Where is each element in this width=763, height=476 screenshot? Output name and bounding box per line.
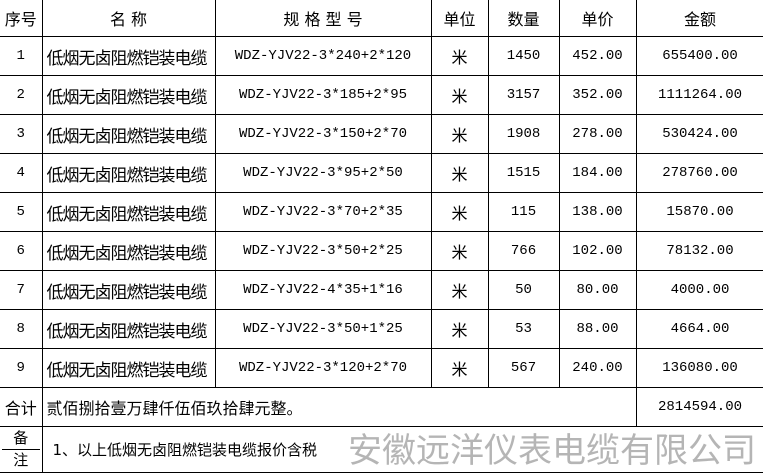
cell-name: 低烟无卤阻燃铠装电缆 [41,36,216,76]
cell-qty: 1515 [487,153,560,193]
cell-no: 8 [0,309,43,349]
cell-name: 低烟无卤阻燃铠装电缆 [41,114,216,154]
header-name: 名 称 [41,0,216,37]
cell-name: 低烟无卤阻燃铠装电缆 [41,153,216,193]
remark-row: 备注 1、以上低烟无卤阻燃铠装电缆报价含税 [0,426,763,473]
cell-spec: WDZ-YJV22-3*70+2*35 [214,192,432,232]
remark-label: 备注 [0,426,43,473]
cell-unit: 米 [430,348,489,388]
header-spec: 规 格 型 号 [214,0,432,37]
cell-name: 低烟无卤阻燃铠装电缆 [41,192,216,232]
table-row: 2 低烟无卤阻燃铠装电缆 WDZ-YJV22-3*185+2*95 米 3157 352.… [0,75,763,115]
header-unit: 单位 [430,0,489,37]
cell-amount: 530424.00 [635,114,763,154]
cell-amount: 4000.00 [635,270,763,310]
cell-unit: 米 [430,192,489,232]
cell-name: 低烟无卤阻燃铠装电缆 [41,231,216,271]
cell-unit: 米 [430,75,489,115]
total-amount: 2814594.00 [635,387,763,427]
cell-qty: 1908 [487,114,560,154]
table-row: 9 低烟无卤阻燃铠装电缆 WDZ-YJV22-3*120+2*70 米 567 240.0… [0,348,763,388]
cell-no: 1 [0,36,43,76]
total-label: 合计 [0,387,43,427]
cell-amount: 4664.00 [635,309,763,349]
table-row: 6 低烟无卤阻燃铠装电缆 WDZ-YJV22-3*50+2*25 米 766 102.00… [0,231,763,271]
cell-no: 9 [0,348,43,388]
cell-no: 6 [0,231,43,271]
cell-name: 低烟无卤阻燃铠装电缆 [41,270,216,310]
header-row: 序号 名 称 规 格 型 号 单位 数量 单价 金额 [0,0,763,37]
cell-spec: WDZ-YJV22-3*95+2*50 [214,153,432,193]
cell-spec: WDZ-YJV22-3*50+2*25 [214,231,432,271]
cell-qty: 115 [487,192,560,232]
cell-qty: 50 [487,270,560,310]
cell-name: 低烟无卤阻燃铠装电缆 [41,348,216,388]
cell-price: 102.00 [558,231,637,271]
cell-no: 4 [0,153,43,193]
cell-price: 80.00 [558,270,637,310]
cell-price: 240.00 [558,348,637,388]
table-row: 3 低烟无卤阻燃铠装电缆 WDZ-YJV22-3*150+2*70 米 1908 278.… [0,114,763,154]
cell-spec: WDZ-YJV22-3*50+1*25 [214,309,432,349]
cell-amount: 136080.00 [635,348,763,388]
cell-unit: 米 [430,270,489,310]
header-amount: 金额 [635,0,763,37]
cell-amount: 78132.00 [635,231,763,271]
table-row: 8 低烟无卤阻燃铠装电缆 WDZ-YJV22-3*50+1*25 米 53 88.00 46… [0,309,763,349]
cell-spec: WDZ-YJV22-3*240+2*120 [214,36,432,76]
cell-name: 低烟无卤阻燃铠装电缆 [41,309,216,349]
cell-price: 138.00 [558,192,637,232]
cell-spec: WDZ-YJV22-3*120+2*70 [214,348,432,388]
cell-price: 452.00 [558,36,637,76]
cell-qty: 567 [487,348,560,388]
remark-label-bottom: 注 [2,449,40,471]
cell-unit: 米 [430,153,489,193]
table-row: 4 低烟无卤阻燃铠装电缆 WDZ-YJV22-3*95+2*50 米 1515 184.0… [0,153,763,193]
table-row: 5 低烟无卤阻燃铠装电缆 WDZ-YJV22-3*70+2*35 米 115 138.00… [0,192,763,232]
cell-spec: WDZ-YJV22-3*185+2*95 [214,75,432,115]
cell-qty: 766 [487,231,560,271]
cell-price: 352.00 [558,75,637,115]
cell-name: 低烟无卤阻燃铠装电缆 [41,75,216,115]
header-no: 序号 [0,0,43,37]
cell-amount: 655400.00 [635,36,763,76]
cell-no: 2 [0,75,43,115]
cell-amount: 278760.00 [635,153,763,193]
cell-unit: 米 [430,114,489,154]
cell-spec: WDZ-YJV22-4*35+1*16 [214,270,432,310]
cell-qty: 1450 [487,36,560,76]
table-row: 1 低烟无卤阻燃铠装电缆 WDZ-YJV22-3*240+2*120 米 1450 452… [0,36,763,76]
cell-price: 184.00 [558,153,637,193]
cell-price: 88.00 [558,309,637,349]
cell-qty: 53 [487,309,560,349]
cell-amount: 1111264.00 [635,75,763,115]
cell-amount: 15870.00 [635,192,763,232]
total-row: 合计 贰佰捌拾壹万肆仟伍佰玖拾肆元整。 2814594.00 [0,387,763,427]
cell-price: 278.00 [558,114,637,154]
cell-no: 7 [0,270,43,310]
cell-unit: 米 [430,36,489,76]
cell-qty: 3157 [487,75,560,115]
header-qty: 数量 [487,0,560,37]
table-row: 7 低烟无卤阻燃铠装电缆 WDZ-YJV22-4*35+1*16 米 50 80.00 40… [0,270,763,310]
remark-label-top: 备 [13,429,29,447]
header-price: 单价 [558,0,637,37]
cell-unit: 米 [430,231,489,271]
cell-unit: 米 [430,309,489,349]
total-in-words: 贰佰捌拾壹万肆仟伍佰玖拾肆元整。 [41,387,637,427]
remark-text: 1、以上低烟无卤阻燃铠装电缆报价含税 [41,426,763,473]
cell-no: 3 [0,114,43,154]
cell-no: 5 [0,192,43,232]
cell-spec: WDZ-YJV22-3*150+2*70 [214,114,432,154]
